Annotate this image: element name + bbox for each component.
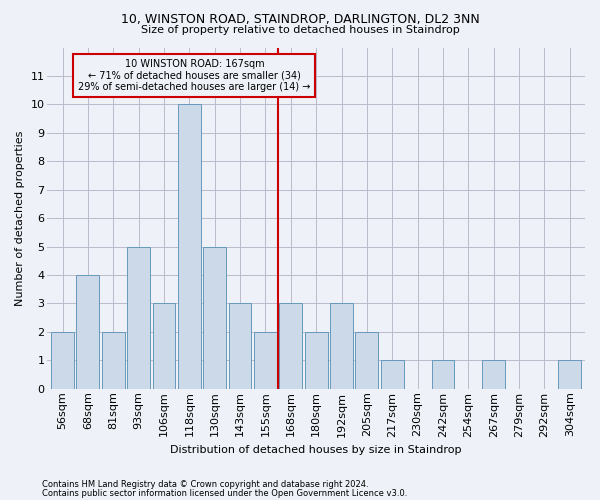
X-axis label: Distribution of detached houses by size in Staindrop: Distribution of detached houses by size … [170,445,462,455]
Text: Contains public sector information licensed under the Open Government Licence v3: Contains public sector information licen… [42,488,407,498]
Bar [355,332,379,389]
Text: Size of property relative to detached houses in Staindrop: Size of property relative to detached ho… [140,25,460,35]
Bar [482,360,505,389]
Text: Contains HM Land Registry data © Crown copyright and database right 2024.: Contains HM Land Registry data © Crown c… [42,480,368,489]
Bar [127,246,150,389]
Bar [381,360,404,389]
Bar [203,246,226,389]
Bar [102,332,125,389]
Bar [559,360,581,389]
Bar [229,304,251,389]
Bar [51,332,74,389]
Bar [431,360,454,389]
Bar [76,275,100,389]
Bar [152,304,175,389]
Bar [178,104,201,389]
Text: 10 WINSTON ROAD: 167sqm
← 71% of detached houses are smaller (34)
29% of semi-de: 10 WINSTON ROAD: 167sqm ← 71% of detache… [78,59,311,92]
Y-axis label: Number of detached properties: Number of detached properties [15,130,25,306]
Text: 10, WINSTON ROAD, STAINDROP, DARLINGTON, DL2 3NN: 10, WINSTON ROAD, STAINDROP, DARLINGTON,… [121,12,479,26]
Bar [305,332,328,389]
Bar [254,332,277,389]
Bar [280,304,302,389]
Bar [330,304,353,389]
